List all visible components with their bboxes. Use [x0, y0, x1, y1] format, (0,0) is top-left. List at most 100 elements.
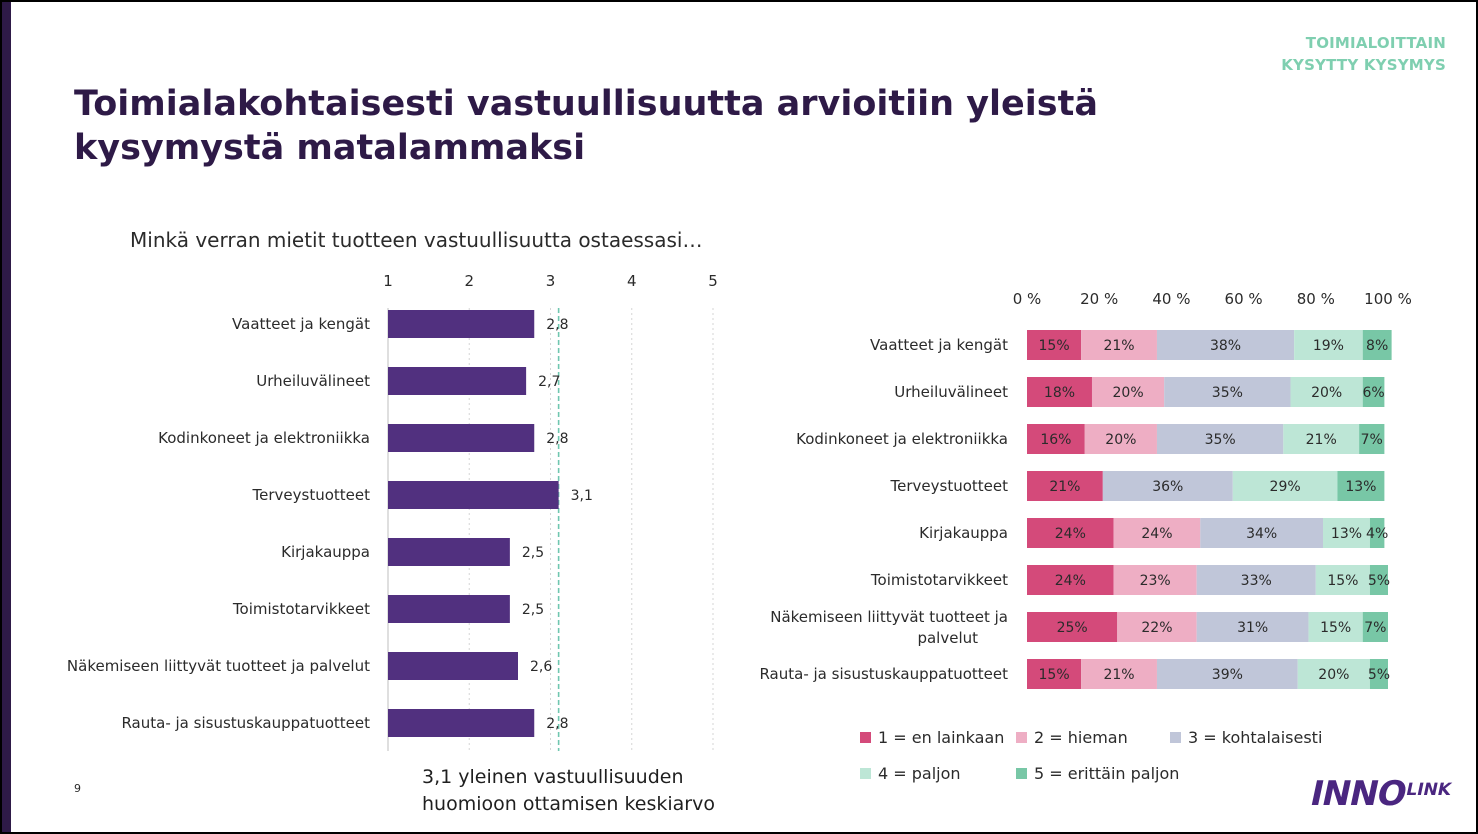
category-label: Kodinkoneet ja elektroniikka — [158, 429, 370, 447]
segment — [1196, 612, 1309, 642]
segment-label: 15% — [1320, 620, 1351, 636]
segment — [1308, 612, 1363, 642]
segment-label: 21% — [1049, 479, 1080, 495]
x-tick-label: 60 % — [1225, 290, 1263, 308]
legend-item: 5 = erittäin paljon — [1016, 764, 1179, 783]
segment-label: 19% — [1313, 338, 1344, 354]
segment-label: 13% — [1331, 526, 1362, 542]
segment — [1362, 612, 1388, 642]
value-label: 2,6 — [530, 659, 552, 675]
segment — [1027, 424, 1085, 454]
section-tag: TOIMIALOITTAIN KYSYTTY KYSYMYS — [1281, 32, 1446, 76]
legend-item: 4 = paljon — [860, 764, 961, 783]
x-tick-label: 40 % — [1152, 290, 1190, 308]
segment — [1027, 565, 1114, 595]
x-tick-label: 100 % — [1364, 290, 1412, 308]
value-label: 3,1 — [571, 488, 593, 504]
category-label: Rauta- ja sisustuskauppatuotteet — [121, 714, 370, 732]
segment-label: 24% — [1141, 526, 1172, 542]
mean-bar — [388, 652, 518, 680]
value-label: 2,8 — [546, 317, 568, 333]
segment — [1084, 424, 1157, 454]
mean-score-bar-chart: 1 2 3 4 5 Vaatteet ja kengät 2,8 Urheiluvälinee… — [67, 272, 718, 751]
distribution-stacked-bar-chart: 0 % 20 % 40 % 60 % 80 % 100 % Vaatteet ja keng… — [759, 290, 1412, 689]
segment-label: 24% — [1055, 526, 1086, 542]
legend-label: 1 = en lainkaan — [878, 728, 1005, 747]
segment — [1102, 471, 1233, 501]
category-label: Terveystuotteet — [890, 477, 1009, 495]
segment-label: 33% — [1241, 573, 1272, 589]
value-label: 2,7 — [538, 374, 560, 390]
segment-label: 15% — [1039, 338, 1070, 354]
segment-label: 8% — [1366, 338, 1388, 354]
category-label: Näkemiseen liittyvät tuotteet ja palvelu… — [67, 657, 370, 675]
innolink-logo: INNOLINK — [1307, 774, 1455, 814]
segment-label: 20% — [1113, 385, 1144, 401]
segment — [1027, 518, 1114, 548]
mean-bar — [388, 709, 535, 737]
segment — [1091, 377, 1165, 407]
segment-label: 38% — [1210, 338, 1241, 354]
segment-label: 34% — [1246, 526, 1277, 542]
segment-label: 35% — [1205, 432, 1236, 448]
segment — [1283, 424, 1360, 454]
segment — [1359, 424, 1385, 454]
category-label: Kodinkoneet ja elektroniikka — [796, 430, 1008, 448]
segment — [1323, 518, 1370, 548]
segment — [1027, 612, 1118, 642]
segment — [1081, 659, 1157, 689]
segment — [1337, 471, 1385, 501]
category-label: Kirjakauppa — [919, 524, 1008, 542]
logo-big-text: INNO — [1306, 774, 1410, 814]
segment-label: 22% — [1141, 620, 1172, 636]
value-label: 2,8 — [546, 716, 568, 732]
segment-label: 39% — [1212, 667, 1243, 683]
accent-bar — [2, 2, 11, 832]
category-label: Rauta- ja sisustuskauppatuotteet — [759, 665, 1008, 683]
average-note-line-2: huomioon ottamisen keskiarvo — [422, 793, 715, 815]
x-tick-label: 2 — [464, 272, 474, 290]
segment-label: 29% — [1270, 479, 1301, 495]
segment-label: 7% — [1364, 620, 1386, 636]
category-label: Urheiluvälineet — [894, 383, 1008, 401]
segment — [1369, 659, 1388, 689]
category-label: Näkemiseen liittyvät tuotteet ja palvelut — [770, 608, 1008, 647]
section-tag-line-1: TOIMIALOITTAIN — [1305, 34, 1446, 52]
category-label: Kirjakauppa — [281, 543, 370, 561]
segment-label: 25% — [1057, 620, 1088, 636]
legend-item: 3 = kohtalaisesti — [1170, 728, 1322, 747]
legend-item: 1 = en lainkaan — [860, 728, 1004, 747]
page-title: Toimialakohtaisesti vastuullisuutta arvi… — [74, 84, 1098, 168]
segment-label: 36% — [1152, 479, 1183, 495]
mean-bar — [388, 367, 527, 395]
segment-label: 24% — [1055, 573, 1086, 589]
segment — [1156, 330, 1295, 360]
mean-bar — [388, 481, 559, 509]
segment-label: 6% — [1362, 385, 1384, 401]
category-label: Urheiluvälineet — [256, 372, 370, 390]
segment-label: 13% — [1345, 479, 1376, 495]
segment-label: 23% — [1140, 573, 1171, 589]
legend-swatch — [1170, 732, 1181, 743]
legend-label: 4 = paljon — [878, 764, 961, 783]
segment — [1369, 565, 1388, 595]
value-label: 2,5 — [522, 545, 544, 561]
x-tick-label: 4 — [627, 272, 637, 290]
segment — [1027, 330, 1082, 360]
segment — [1156, 659, 1298, 689]
segment — [1369, 518, 1385, 548]
segment-label: 15% — [1327, 573, 1358, 589]
segment — [1362, 377, 1385, 407]
segment-label: 18% — [1044, 385, 1075, 401]
legend-swatch — [1016, 732, 1027, 743]
segment — [1117, 612, 1197, 642]
segment — [1081, 330, 1157, 360]
segment — [1113, 518, 1201, 548]
segment-label: 5% — [1368, 573, 1390, 589]
mean-bar — [388, 538, 510, 566]
category-label: Vaatteet ja kengät — [232, 315, 370, 333]
segment — [1362, 330, 1392, 360]
category-label: Vaatteet ja kengät — [870, 336, 1008, 354]
segment-label: 21% — [1103, 667, 1134, 683]
